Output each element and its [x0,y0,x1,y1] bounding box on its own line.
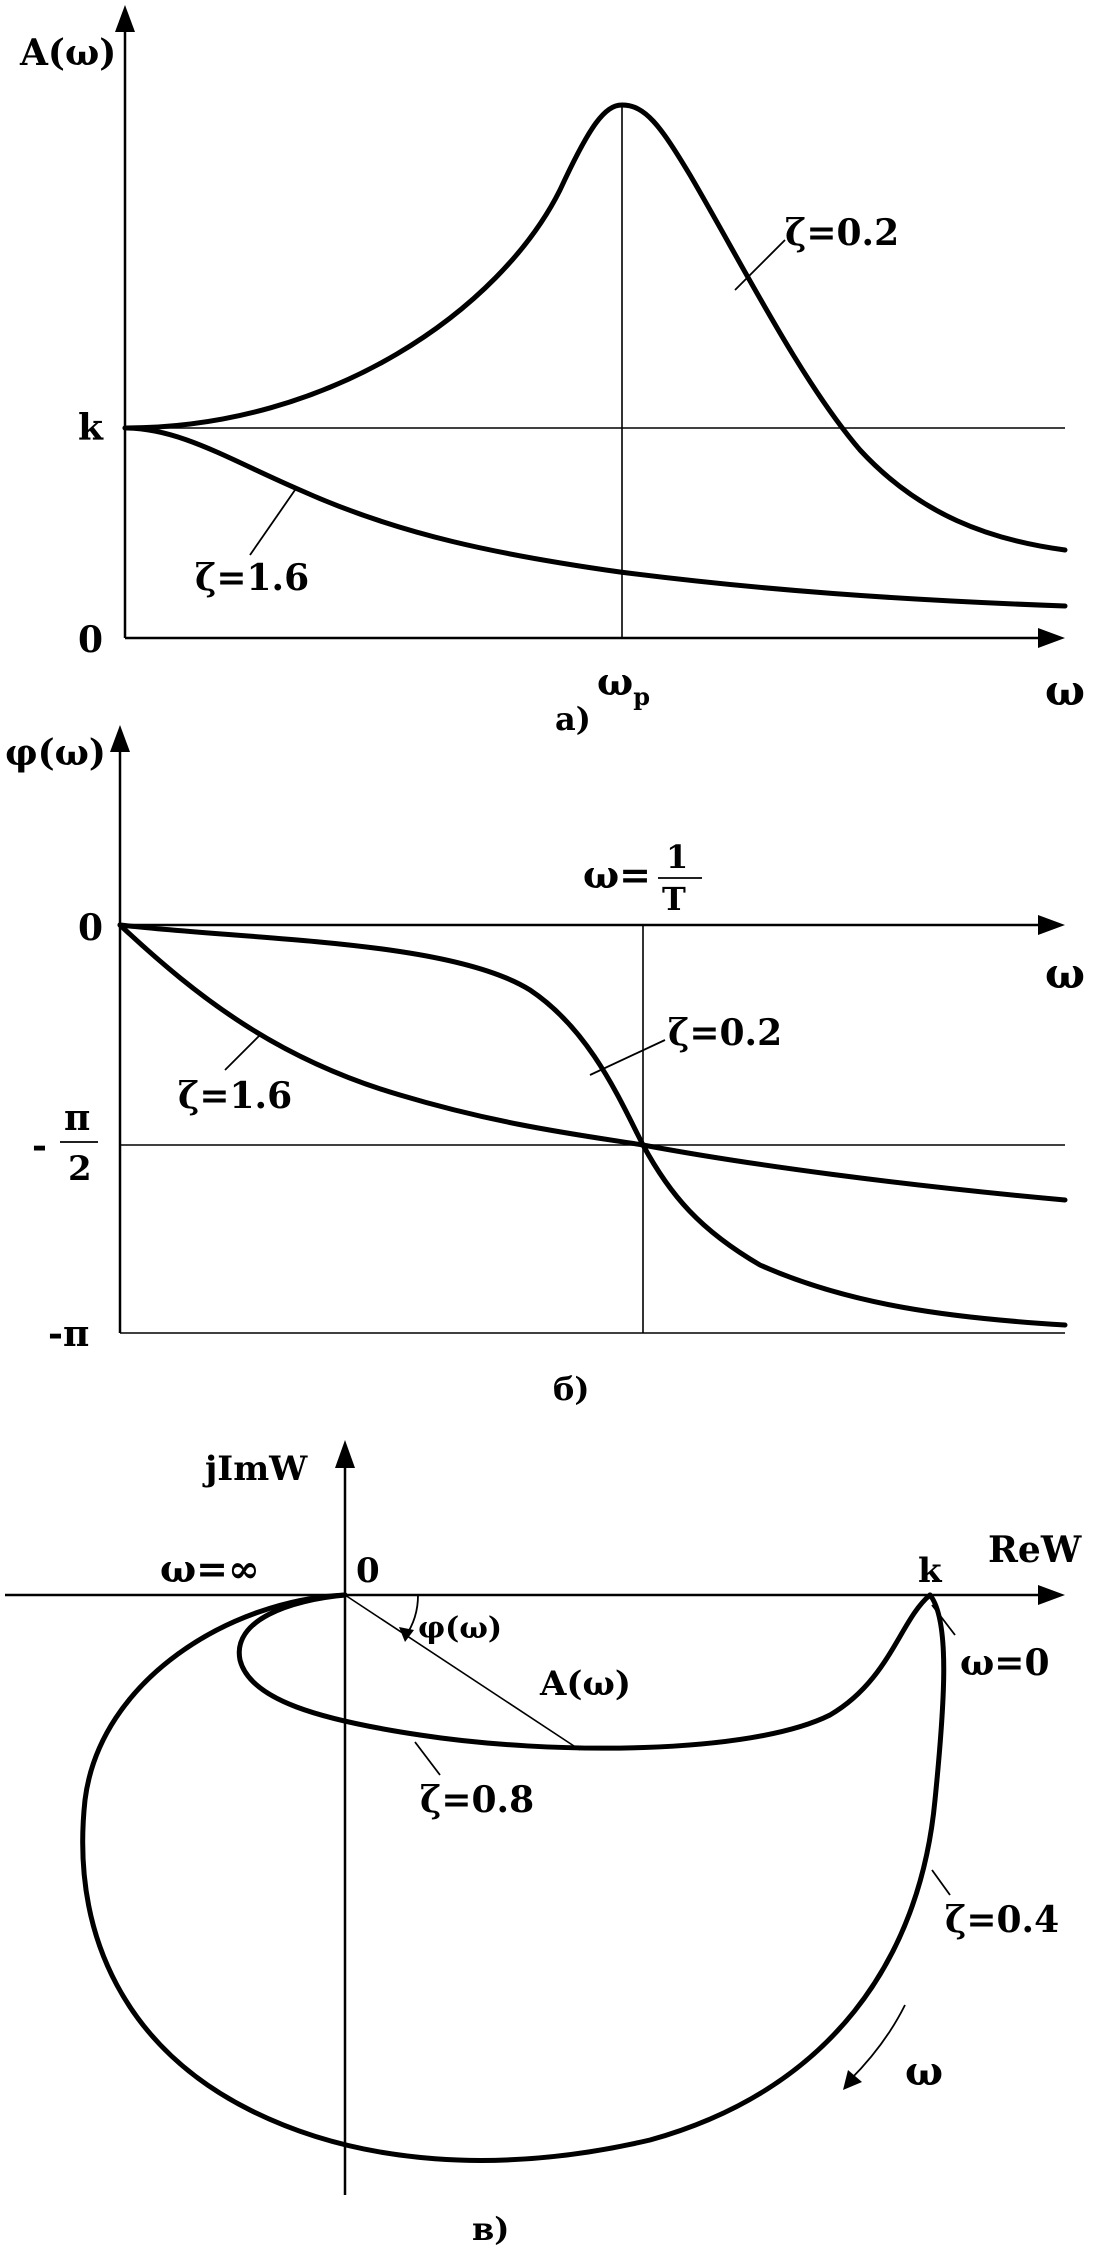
panel-b-corner-prefix: ω= [583,852,651,897]
panel-a-curve-zeta-1-6 [122,425,1068,609]
panel-b-half-pi-denominator: 2 [68,1149,92,1189]
panel-c-phase-arc-arrow [399,1627,414,1642]
panel-c-phase-label: φ(ω) [418,1611,502,1646]
panel-b-half-pi-tick: - π 2 [32,1097,98,1189]
panel-b-label-zeta-0-2: ζ=0.2 [668,1012,782,1054]
panel-c-curve-zeta-0-8 [236,1592,933,1751]
panel-a-x-axis-arrow [1038,628,1065,648]
panel-a-curve-zeta-0-2 [122,102,1068,553]
panel-a-leader-zeta-1-6 [249,489,296,556]
panel-a-k-tick: k [78,407,104,449]
panel-a-resonance-tick: ωp [597,659,650,711]
panel-b-half-pi-numerator: π [64,1097,90,1139]
panel-c-amplitude-vector [344,1594,581,1751]
panel-b-half-pi-sign: - [32,1125,47,1167]
panel-c-amplitude-label: A(ω) [539,1664,631,1704]
panel-b-leader-zeta-0-2 [589,1039,666,1076]
panel-c-label-zeta-0-4: ζ=0.4 [945,1899,1059,1941]
panel-b-corner-frequency-label: ω= 1 T [583,838,702,918]
panel-c-origin-label: 0 [356,1551,380,1591]
panel-c-curve-zeta-0-4 [80,1592,947,2163]
panel-a-label-zeta-0-2: ζ=0.2 [785,212,899,254]
panel-c-label-zeta-0-8: ζ=0.8 [420,1779,534,1821]
panel-b-y-axis-label: φ(ω) [5,732,106,774]
panel-c-imag-axis-arrow [335,1440,355,1468]
panel-c-direction-arrow [849,2004,906,2081]
panel-c-real-axis-label: ReW [988,1529,1082,1571]
panel-c-k-label: k [918,1551,943,1591]
panel-c-caption: в) [472,2210,509,2248]
panel-a-leader-zeta-0-2 [734,239,786,291]
panel-b-label-zeta-1-6: ζ=1.6 [178,1075,292,1117]
panel-c-imag-axis-label: jImW [202,1449,308,1489]
panel-a-caption: а) [555,700,591,738]
panel-b-corner-denominator: T [662,880,686,918]
panel-c-direction-label: ω [905,2048,943,2095]
panel-b-y-axis-arrow [110,725,130,752]
panel-a-zero-tick: 0 [78,619,103,661]
panel-c-omega-infinity-label: ω=∞ [160,1546,260,1591]
panel-c-leader-zeta-0-4 [931,1869,951,1896]
panel-c-leader-zeta-0-8 [414,1741,441,1776]
panel-c-leader-omega-zero [931,1604,956,1636]
panel-b-corner-numerator: 1 [666,838,688,876]
panel-b-caption: б) [553,1370,589,1408]
panel-c-real-axis-arrow [1038,1585,1065,1605]
panel-b-curve-zeta-1-6 [117,922,1068,1203]
panel-a-amplitude-response: A(ω) k 0 ωp ω ζ=0.2 ζ=1.6 а) [19,5,1085,738]
panel-b-curve-zeta-0-2 [117,922,1068,1328]
panel-b-zero-tick: 0 [78,907,103,949]
panel-b-minus-pi-tick: -π [48,1313,89,1355]
panel-b-phase-response: φ(ω) 0 - π 2 -π ω= 1 T ω ζ=0.2 ζ=1.6 б) [5,725,1085,1408]
panel-c-nyquist-plot: jImW ReW 0 k ω=∞ ω=0 φ(ω) A(ω) ζ=0.8 ζ=0… [5,1440,1082,2248]
panel-b-leader-zeta-1-6 [224,1034,261,1071]
panel-b-x-axis-arrow [1038,915,1065,935]
panel-a-y-axis-arrow [115,5,135,32]
panel-a-y-axis-label: A(ω) [19,32,116,74]
panel-c-direction-arrowhead [843,2070,862,2090]
panel-c-omega-zero-label: ω=0 [960,1642,1050,1684]
panel-a-label-zeta-1-6: ζ=1.6 [195,557,309,599]
panel-a-x-axis-label: ω [1045,666,1085,715]
panel-b-x-axis-label: ω [1045,949,1085,998]
